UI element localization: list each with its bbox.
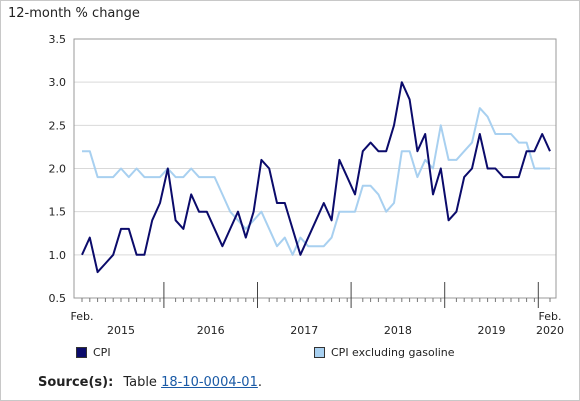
x-year-label: 2016 xyxy=(197,324,225,337)
y-tick-label: 2.5 xyxy=(49,119,67,132)
legend-item-cpi-ex-gasoline: CPI excluding gasoline xyxy=(314,346,455,359)
source-note: Source(s): Table 18-10-0004-01. xyxy=(38,375,262,390)
source-suffix: . xyxy=(257,375,262,390)
line-chart: 0.5 1.0 1.5 2.0 2.5 3.0 3.5 Feb. Feb. 2015 2016 201… xyxy=(49,33,565,337)
y-tick-label: 0.5 xyxy=(49,292,67,305)
x-month-label-last: Feb. xyxy=(539,310,562,323)
series-line-cpi xyxy=(81,81,551,274)
x-year-label: 2017 xyxy=(290,324,318,337)
x-month-label-first: Feb. xyxy=(71,310,94,323)
legend-swatch-cpi-ex-gasoline xyxy=(314,347,325,358)
legend-label-cpi: CPI xyxy=(93,346,111,359)
plot-border xyxy=(73,38,557,299)
y-axis-label: 12-month % change xyxy=(8,6,140,21)
y-tick-label: 3.5 xyxy=(49,33,67,46)
x-year-label: 2019 xyxy=(478,324,506,337)
series-line-cpi-ex-gasoline xyxy=(82,107,550,256)
source-label: Source(s): xyxy=(38,375,114,390)
x-year-label: 2020 xyxy=(536,324,564,337)
y-tick-label: 3.0 xyxy=(49,76,67,89)
y-tick-label: 2.0 xyxy=(49,163,67,176)
source-table-link[interactable]: 18-10-0004-01 xyxy=(161,375,258,390)
source-prefix: Table xyxy=(123,375,162,390)
x-year-label: 2018 xyxy=(384,324,412,337)
legend-label-cpi-ex-gasoline: CPI excluding gasoline xyxy=(331,346,455,359)
legend-item-cpi: CPI xyxy=(76,346,111,359)
y-tick-label: 1.5 xyxy=(49,206,67,219)
legend-swatch-cpi xyxy=(76,347,87,358)
y-tick-label: 1.0 xyxy=(49,249,67,262)
x-year-label: 2015 xyxy=(107,324,135,337)
